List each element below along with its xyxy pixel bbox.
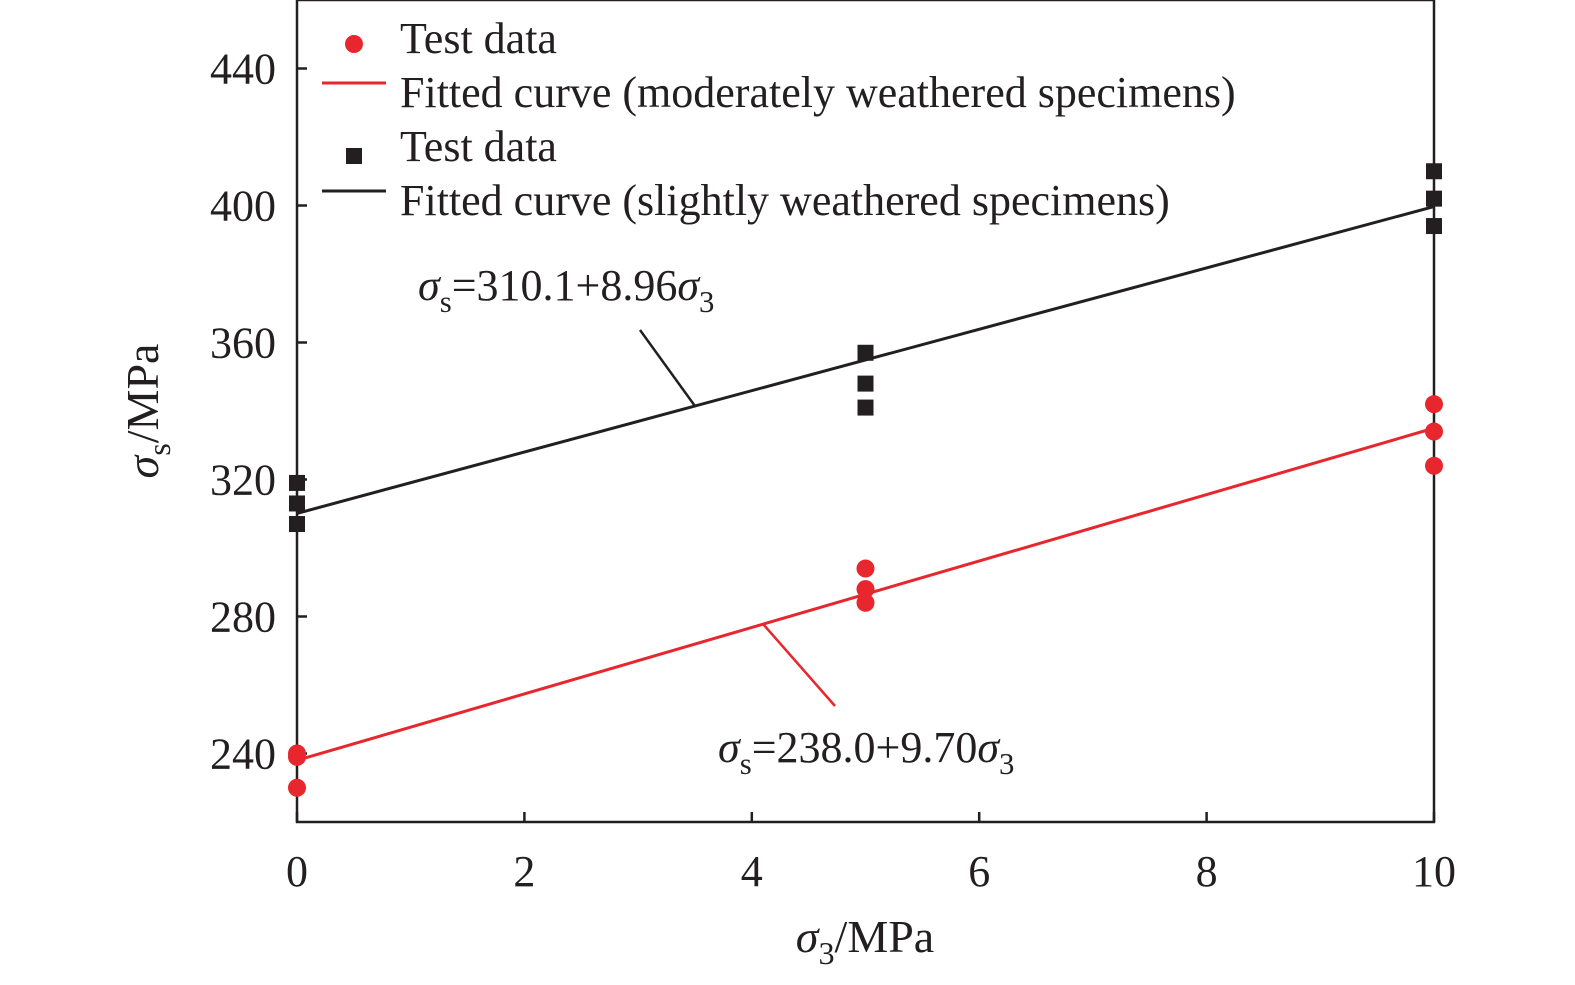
equation-label: σs=310.1+8.96σ3 xyxy=(418,261,714,319)
data-point-circle xyxy=(856,580,875,599)
x-tick-label: 0 xyxy=(286,847,308,896)
x-tick-label: 4 xyxy=(741,847,763,896)
legend-swatch-square xyxy=(346,148,362,164)
data-point-square xyxy=(857,344,874,361)
equation-label: σs=238.0+9.70σ3 xyxy=(718,723,1014,781)
data-point-circle xyxy=(288,778,306,797)
x-tick-label: 2 xyxy=(513,847,535,896)
legend-label: Fitted curve (moderately weathered speci… xyxy=(400,68,1236,117)
y-tick-label: 320 xyxy=(210,456,276,505)
x-tick-label: 10 xyxy=(1412,847,1456,896)
data-point-circle xyxy=(856,559,875,578)
data-point-square xyxy=(1426,190,1442,207)
legend-label: Test data xyxy=(400,14,557,63)
annotation-pointer xyxy=(762,623,836,707)
data-point-circle xyxy=(1425,395,1443,414)
y-axis-label: σs/MPa xyxy=(117,344,177,479)
data-point-circle xyxy=(856,593,875,612)
x-axis-label: σ3/MPa xyxy=(796,911,934,971)
y-tick-label: 440 xyxy=(210,45,276,94)
y-tick-label: 280 xyxy=(210,593,276,642)
data-point-square xyxy=(857,375,874,392)
annotation-pointer xyxy=(638,329,696,407)
data-point-square xyxy=(289,516,305,533)
y-tick-label: 400 xyxy=(210,182,276,231)
data-point-square xyxy=(1426,163,1442,180)
x-axis: 0 2 4 6 8 10 xyxy=(286,812,1456,896)
legend-label: Test data xyxy=(400,122,557,171)
legend: Test data Fitted curve (moderately weathe… xyxy=(322,14,1236,225)
data-markers xyxy=(288,163,1443,797)
data-point-square xyxy=(1426,218,1442,235)
data-point-circle xyxy=(1425,456,1443,475)
data-point-square xyxy=(289,474,305,491)
x-tick-label: 8 xyxy=(1196,847,1218,896)
y-axis: 240 280 320 360 400 440 xyxy=(210,45,307,779)
y-tick-label: 240 xyxy=(210,730,276,779)
y-tick-label: 360 xyxy=(210,319,276,368)
data-point-circle xyxy=(288,747,306,766)
equation-annotations: σs=310.1+8.96σ3 σs=238.0+9.70σ3 xyxy=(418,261,1014,781)
legend-label: Fitted curve (slightly weathered specime… xyxy=(400,176,1170,225)
data-point-square xyxy=(289,495,305,512)
legend-swatch-circle xyxy=(345,35,363,53)
data-point-circle xyxy=(1425,422,1443,441)
data-point-square xyxy=(857,399,874,416)
x-tick-label: 6 xyxy=(968,847,990,896)
